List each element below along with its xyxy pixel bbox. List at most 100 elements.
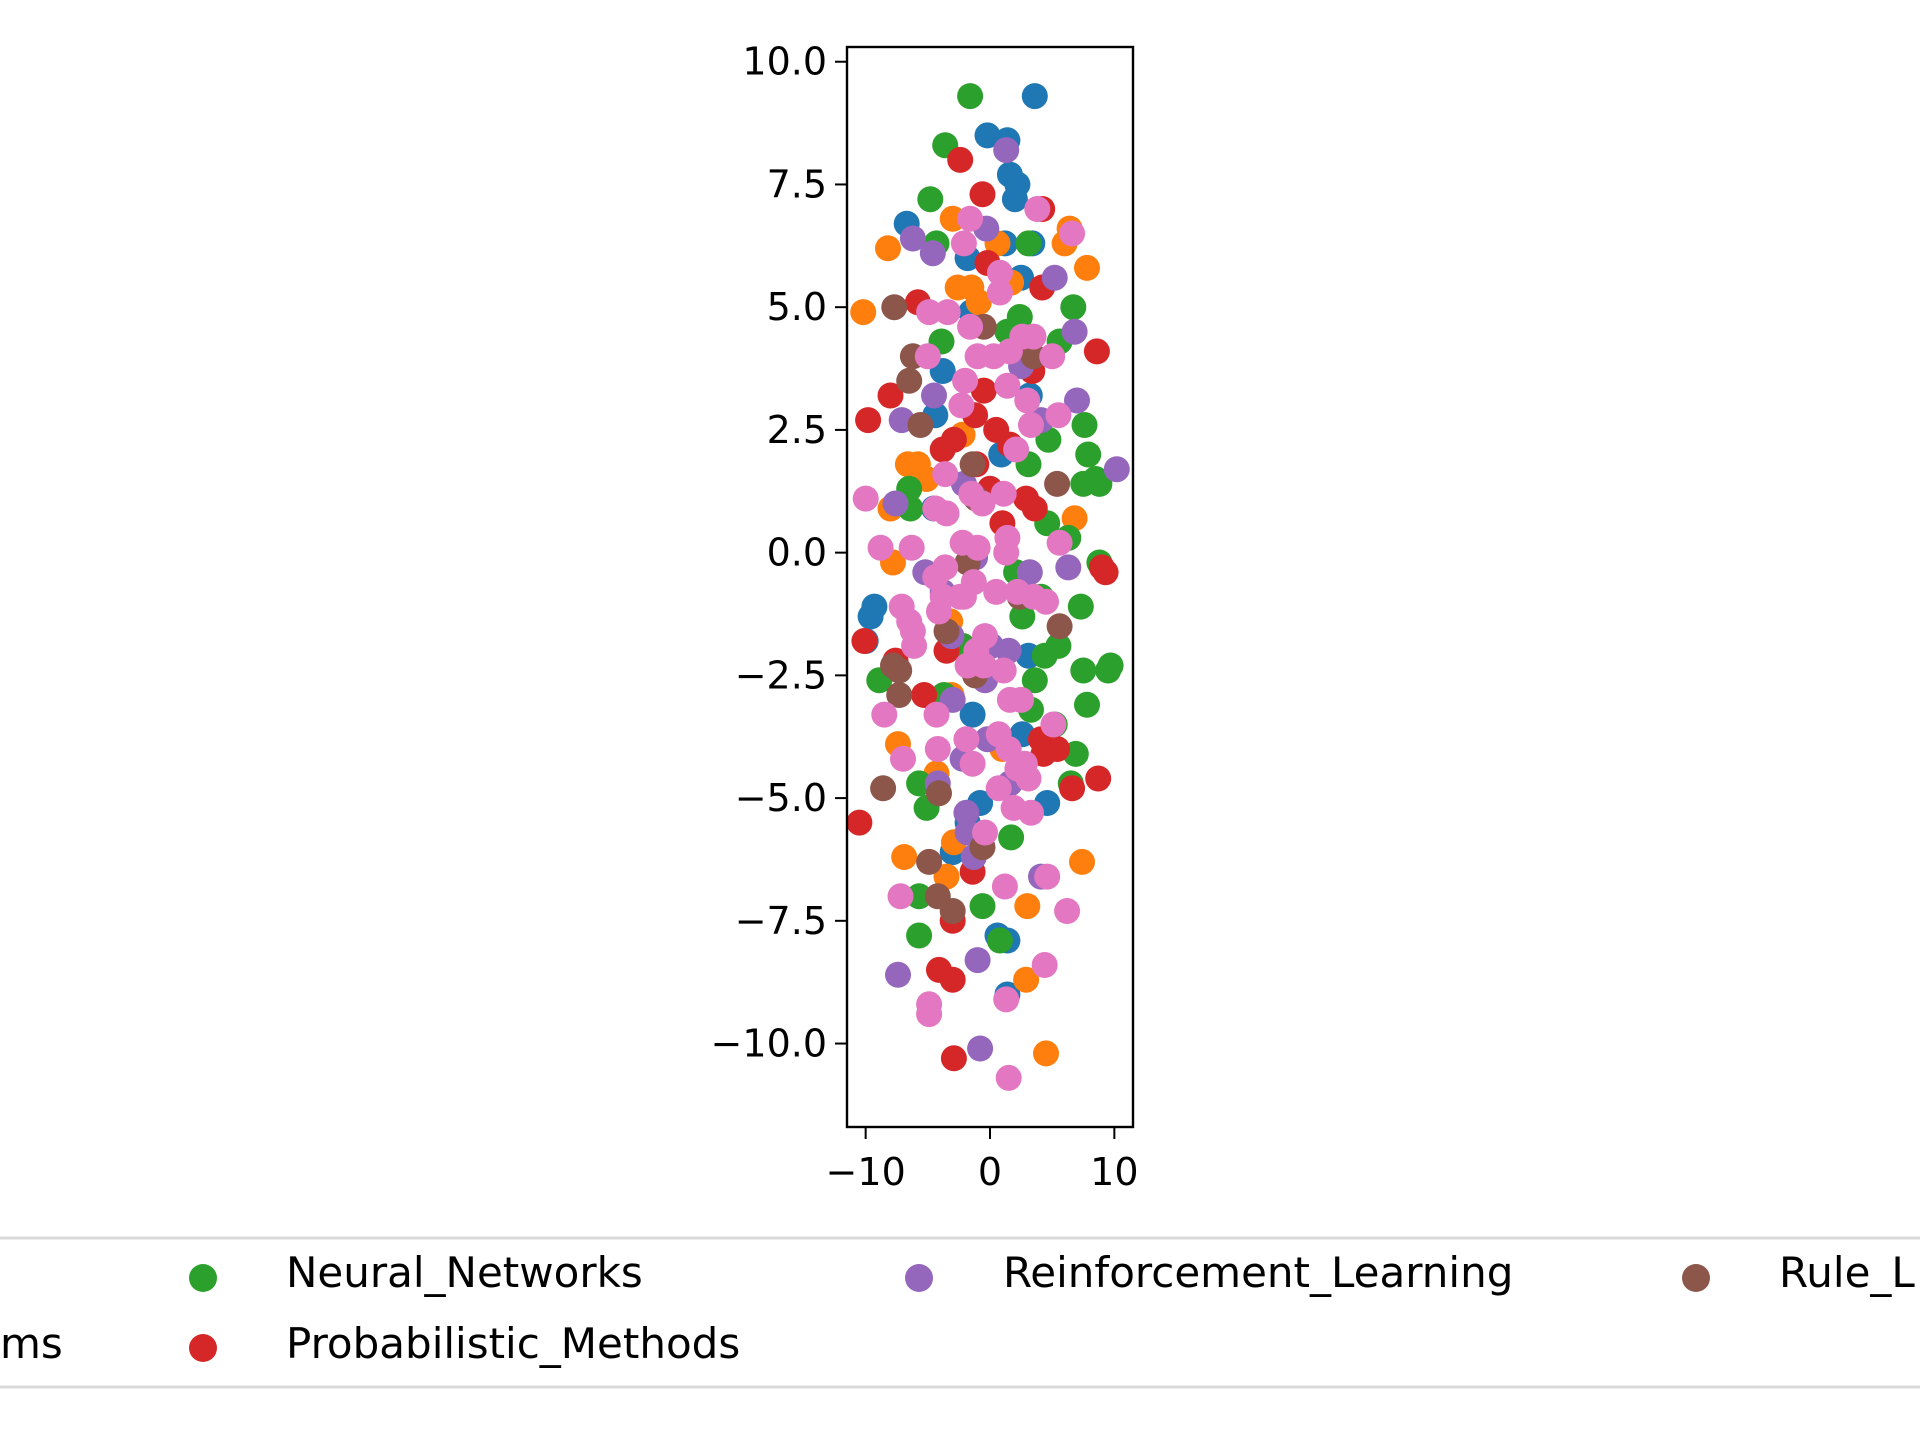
data-point-s4-p9	[921, 382, 947, 409]
data-point-s5-p21	[1020, 343, 1047, 370]
data-point-s6-p28	[969, 490, 996, 517]
ticks-layer: −10 0 10 10.0 7.5 5.0 2.5 0.0 −2.5 −5.0 −7.5 −10.0	[711, 40, 1139, 1194]
y-tick-label-7: −7.5	[735, 899, 827, 943]
data-point-s2-p5	[1060, 294, 1087, 321]
data-point-s6-p81	[1034, 863, 1061, 890]
legend-marker-1	[189, 1264, 217, 1292]
data-point-s0-p5	[1001, 186, 1028, 213]
data-point-s2-p32	[1009, 603, 1036, 630]
data-point-s6-p34	[964, 534, 991, 561]
data-point-s5-p7	[886, 657, 913, 684]
data-point-s6-p83	[1004, 755, 1031, 782]
data-point-s5-p11	[916, 848, 943, 875]
data-point-s2-p7	[1071, 412, 1098, 438]
data-point-s6-p38	[922, 564, 949, 591]
data-point-s3-p18	[1092, 559, 1119, 586]
data-point-s1-p25	[1061, 505, 1088, 532]
data-point-s4-p26	[967, 1035, 994, 1062]
data-point-s6-p14	[1039, 343, 1066, 370]
data-point-s2-p27	[998, 824, 1025, 851]
data-point-s0-p1	[974, 122, 1001, 149]
data-point-s3-p36	[929, 436, 956, 463]
data-point-s6-p71	[1018, 799, 1044, 826]
data-point-s3-p37	[1013, 485, 1040, 512]
data-point-s4-p7	[1064, 387, 1090, 414]
data-point-s1-p9	[1074, 254, 1100, 281]
data-point-s6-p75	[916, 1001, 943, 1028]
data-point-s6-p29	[990, 480, 1017, 507]
data-point-s2-p25	[906, 922, 933, 949]
data-point-s1-p22	[1013, 966, 1040, 993]
data-point-s6-p59	[871, 701, 898, 728]
data-point-s4-p21	[953, 799, 980, 826]
data-point-s5-p0	[881, 294, 908, 321]
data-point-s6-p80	[1054, 898, 1081, 924]
data-point-s6-p76	[991, 873, 1018, 900]
data-point-s6-p50	[926, 598, 952, 625]
data-point-s6-p23	[932, 461, 959, 488]
data-point-s2-p26	[969, 893, 996, 920]
data-point-s4-p6	[1103, 456, 1130, 483]
data-point-s2-p4	[1015, 230, 1042, 257]
data-point-s5-p13	[939, 898, 966, 924]
y-tick-label-2: 5.0	[767, 285, 827, 329]
data-point-s4-p24	[885, 961, 911, 988]
data-point-s5-p19	[1046, 613, 1073, 640]
data-point-s6-p8	[957, 313, 984, 340]
data-point-s6-p24	[852, 485, 879, 512]
data-point-s5-p8	[886, 682, 913, 708]
data-point-s6-p31	[898, 534, 925, 561]
data-point-s6-p77	[1031, 952, 1058, 978]
data-point-s6-p69	[985, 775, 1012, 802]
data-point-s6-p49	[901, 632, 928, 659]
y-tick-label-5: −2.5	[735, 653, 827, 697]
data-point-s6-p56	[990, 657, 1017, 684]
data-point-s4-p25	[964, 947, 991, 974]
data-point-s1-p0	[850, 299, 877, 326]
data-point-s1-p24	[1069, 848, 1095, 875]
legend-label-3: Reinforcement_Learning	[1003, 1248, 1513, 1297]
data-point-s5-p2	[896, 367, 923, 394]
data-point-s2-p0	[957, 83, 984, 110]
data-point-s1-p1	[875, 235, 901, 262]
data-point-s3-p20	[1059, 775, 1086, 802]
data-point-s2-p15	[1095, 657, 1122, 684]
legend-label-4: Rule_L	[1779, 1248, 1915, 1297]
y-tick-label-6: −5.0	[735, 776, 827, 820]
data-point-s6-p79	[995, 1064, 1022, 1091]
data-point-s2-p17	[1074, 691, 1100, 718]
data-point-s6-p37	[1046, 529, 1073, 556]
legend-marker-2	[189, 1334, 217, 1362]
data-point-s0-p0	[1021, 83, 1048, 110]
legend: ms Neural_Networks Probabilistic_Methods Re…	[0, 1236, 1920, 1389]
data-point-s6-p45	[1033, 588, 1059, 615]
legend-marker-3	[905, 1264, 933, 1292]
data-point-s2-p40	[1006, 304, 1033, 330]
data-point-s6-p55	[970, 652, 997, 679]
y-tick-label-4: 0.0	[767, 531, 827, 575]
points-layer	[846, 83, 1130, 1091]
legend-label-1: Neural_Networks	[286, 1248, 643, 1297]
data-point-s6-p6	[916, 299, 943, 326]
data-point-s5-p4	[959, 451, 986, 478]
data-point-s3-p5	[855, 407, 882, 434]
data-point-s1-p20	[933, 863, 960, 890]
data-point-s6-p60	[923, 701, 950, 728]
legend-marker-4	[1682, 1264, 1710, 1292]
data-point-s6-p2	[986, 259, 1013, 286]
data-point-s6-p42	[983, 578, 1010, 605]
data-point-s6-p66	[890, 745, 916, 772]
data-point-s3-p13	[939, 966, 966, 993]
data-point-s2-p24	[906, 883, 933, 910]
data-point-s6-p17	[948, 392, 975, 419]
data-point-s4-p1	[899, 225, 926, 252]
data-point-s2-p8	[1075, 441, 1102, 468]
data-point-s5-p20	[1044, 470, 1071, 497]
data-point-s3-p19	[1085, 765, 1112, 792]
data-point-s6-p78	[993, 986, 1020, 1013]
data-point-s3-p9	[911, 682, 938, 708]
x-tick-label-1: 0	[978, 1150, 1002, 1194]
data-point-s6-p73	[887, 883, 914, 910]
data-point-s2-p16	[1070, 657, 1097, 684]
data-point-s3-p0	[947, 146, 974, 173]
